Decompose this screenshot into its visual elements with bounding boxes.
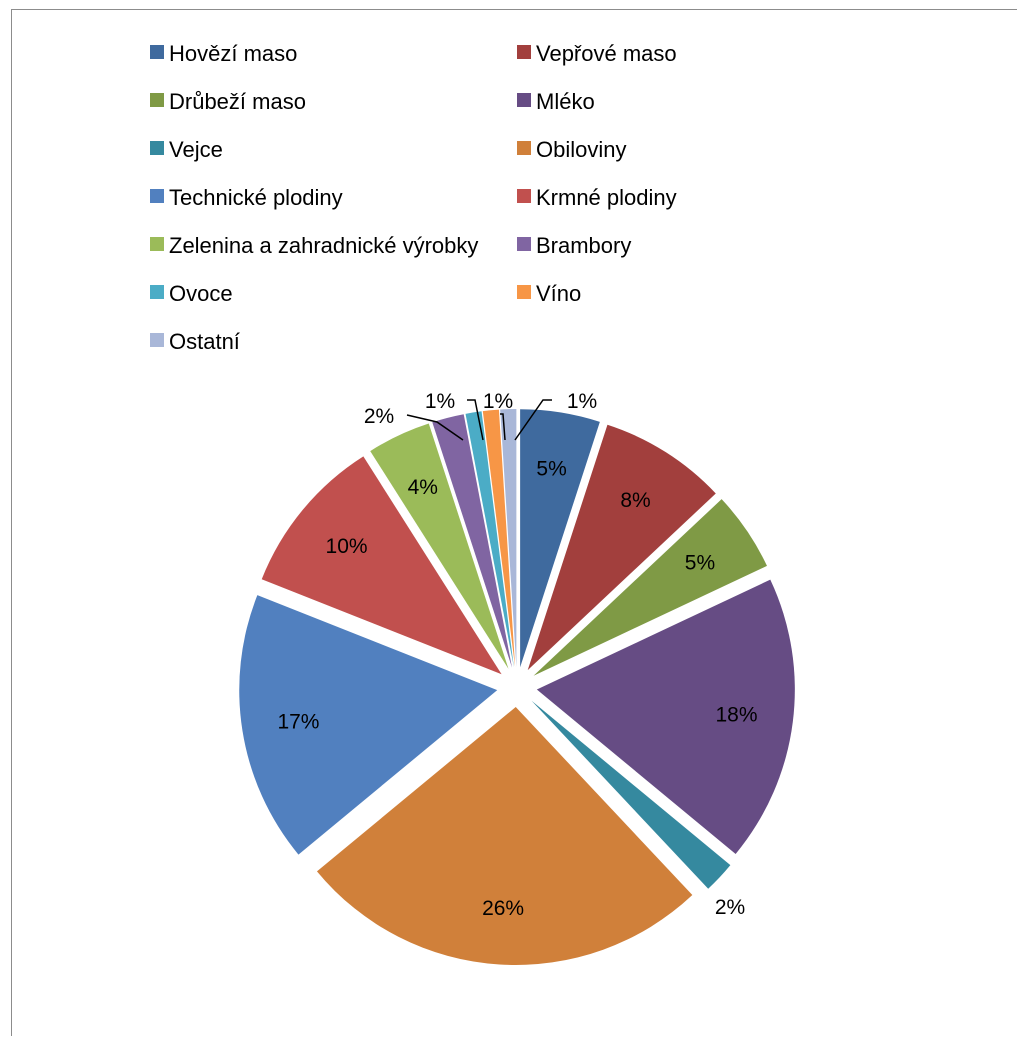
leader-line [406,414,464,441]
legend-swatch [150,141,164,155]
legend-label: Krmné plodiny [536,185,677,210]
legend-swatch [150,237,164,251]
legend-label: Obiloviny [536,137,626,162]
legend-swatch [150,189,164,203]
data-label: 10% [326,535,368,558]
data-label: 18% [715,704,757,727]
legend-label: Ostatní [169,329,240,354]
pie-slice [533,499,767,676]
data-label: 17% [277,711,319,734]
data-label: 1% [483,390,513,413]
legend-swatch [150,93,164,107]
legend-item: Hovězí maso [150,41,297,66]
legend-swatch [150,333,164,347]
pie-slice [239,595,498,855]
legend-swatch [517,285,531,299]
legend-label: Technické plodiny [169,185,343,210]
chart-legend: Hovězí maso Vepřové maso Drůbeží maso Mléko… [150,41,677,354]
pie-slice [465,411,514,668]
legend-item: Mléko [517,89,595,114]
legend-item: Vejce [150,137,223,162]
legend-label: Drůbeží maso [169,89,306,114]
chart-frame: Hovězí maso Vepřové maso Drůbeží maso Mléko… [11,9,1017,1036]
leader-line [514,399,552,441]
pie-slice [432,414,513,668]
pie-slice [316,706,693,965]
data-label: 1% [567,390,597,413]
pie-slice [370,423,509,669]
legend-item: Krmné plodiny [517,185,677,210]
legend-swatch [517,45,531,59]
legend-swatch [150,45,164,59]
legend-label: Brambory [536,233,631,258]
data-label: 2% [715,896,745,919]
pie-slice [500,409,517,668]
legend-label: Zelenina a zahradnické výrobky [169,233,478,258]
legend-swatch [517,189,531,203]
legend-swatch [150,285,164,299]
legend-item: Ostatní [150,329,240,354]
legend-item: Víno [517,281,581,306]
pie-slice [482,409,516,668]
data-label: 4% [408,476,438,499]
legend-label: Mléko [536,89,595,114]
data-label: 1% [425,390,455,413]
legend-label: Ovoce [169,281,233,306]
pie-slice [261,456,502,675]
legend-swatch [517,141,531,155]
legend-label: Vepřové maso [536,41,677,66]
legend-label: Hovězí maso [169,41,297,66]
legend-item: Obiloviny [517,137,626,162]
data-label: 26% [482,897,524,920]
legend-label: Vejce [169,137,223,162]
leader-line [500,413,506,441]
pie-chart: Hovězí maso Vepřové maso Drůbeží maso Mléko… [150,41,795,965]
data-label: 5% [536,457,566,480]
data-label: 8% [620,489,650,512]
pie-slice [531,700,731,889]
legend-item: Vepřové maso [517,41,677,66]
data-label: 2% [364,405,394,428]
leader-line [467,399,484,441]
data-label: 5% [685,552,715,575]
leader-lines [406,399,552,441]
legend-swatch [517,237,531,251]
legend-item: Brambory [517,233,631,258]
legend-label: Víno [536,281,581,306]
pie-slice [536,579,795,854]
data-labels: 5% 8% 5% 18% 2% 26% 17% 10% 4% 2% 1% 1% 1% [277,390,757,920]
legend-item: Zelenina a zahradnické výrobky [150,233,478,258]
legend-item: Ovoce [150,281,233,306]
legend-item: Technické plodiny [150,185,343,210]
pie-slices [239,409,795,965]
pie-slice [527,424,716,671]
legend-item: Drůbeží maso [150,89,306,114]
legend-swatch [517,93,531,107]
pie-slice [520,409,600,668]
